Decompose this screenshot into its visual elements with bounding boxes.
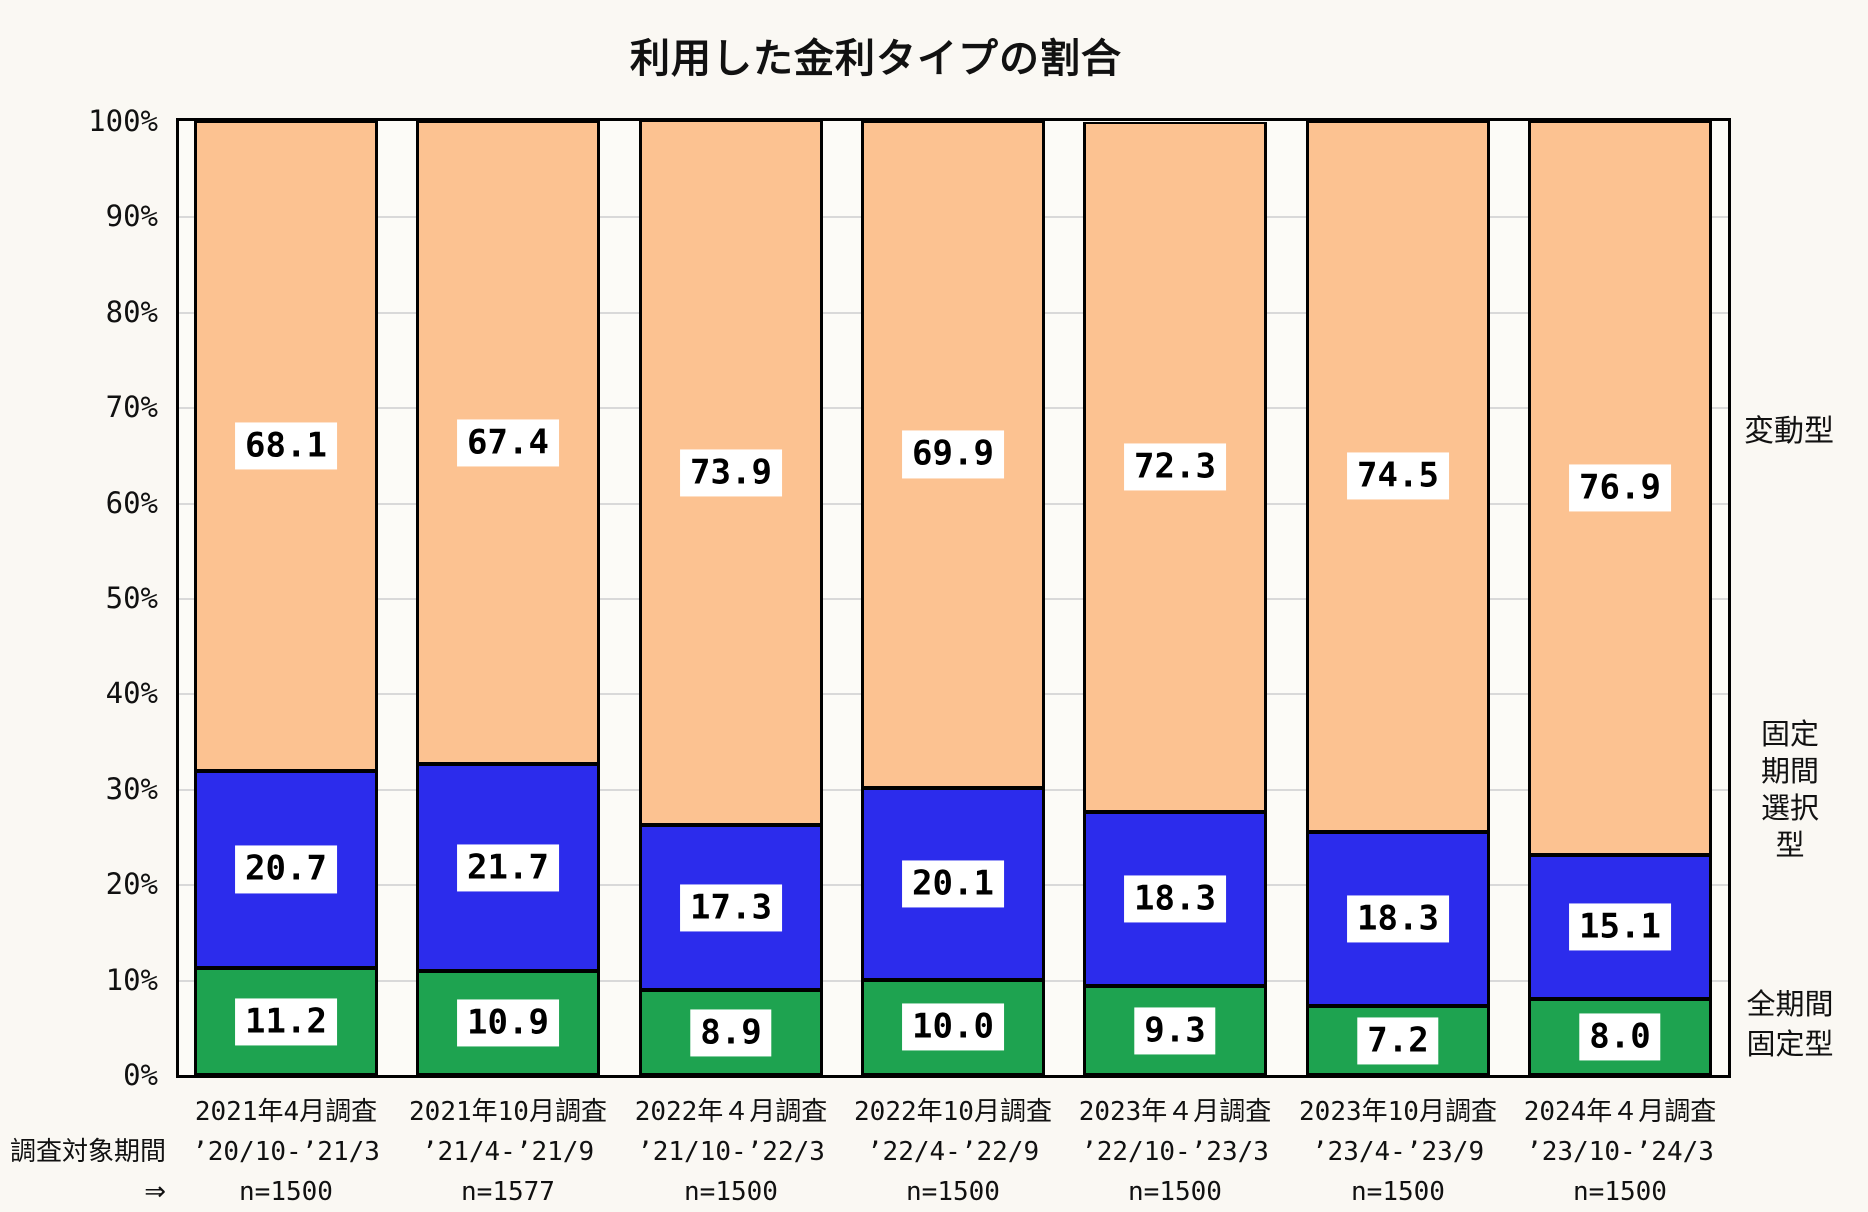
bar-segment-全期間固定型: 9.3 [1083, 986, 1267, 1075]
value-label: 10.9 [457, 999, 559, 1047]
value-label: 7.2 [1357, 1017, 1439, 1065]
value-label: 17.3 [680, 884, 782, 932]
bar-segment-全期間固定型: 10.9 [416, 971, 600, 1075]
value-label: 72.3 [1124, 443, 1226, 491]
bar-group: 10.0 20.1 69.9 [861, 121, 1045, 1075]
bar-segment-変動型: 69.9 [861, 121, 1045, 788]
y-axis-tick-label: 100% [88, 104, 158, 138]
y-axis-tick-label: 10% [105, 963, 158, 997]
value-label: 73.9 [680, 449, 782, 497]
y-axis-tick-label: 0% [123, 1058, 158, 1092]
value-label: 8.0 [1579, 1013, 1661, 1061]
bar-segment-変動型: 68.1 [194, 121, 378, 771]
value-label: 15.1 [1569, 903, 1671, 951]
value-label: 18.3 [1124, 875, 1226, 923]
bar-segment-固定期間選択型: 20.7 [194, 770, 378, 969]
x-axis-category-label: 2022年４月調査 ’21/10-’22/3 n=1500 [634, 1097, 828, 1207]
bar-group: 9.3 18.3 72.3 [1083, 121, 1267, 1075]
x-axis-category-label: 2021年4月調査 ’20/10-’21/3 n=1500 [192, 1097, 380, 1207]
plot-area: 11.2 20.7 68.1 10.9 21.7 67.4 8.9 17.3 73.9 10.0 2… [176, 118, 1731, 1078]
bar-segment-固定期間選択型: 20.1 [861, 787, 1045, 980]
value-label: 11.2 [235, 998, 337, 1046]
bar-segment-全期間固定型: 10.0 [861, 979, 1045, 1075]
y-axis-tick-label: 20% [105, 867, 158, 901]
value-label: 67.4 [457, 418, 559, 467]
bar-group: 8.9 17.3 73.9 [639, 120, 823, 1075]
bar-group: 8.0 15.1 76.9 [1528, 121, 1712, 1075]
survey-period-prefix-label: 調査対象期間⇒ [9, 1137, 166, 1207]
value-label: 10.0 [902, 1003, 1004, 1051]
bar-segment-固定期間選択型: 18.3 [1083, 811, 1267, 987]
bar-segment-固定期間選択型: 17.3 [639, 825, 823, 991]
bar-segment-固定期間選択型: 18.3 [1306, 831, 1490, 1007]
bar-segment-変動型: 72.3 [1083, 121, 1267, 812]
bar-group: 11.2 20.7 68.1 [194, 121, 378, 1075]
y-axis-tick-label: 80% [105, 295, 158, 329]
value-label: 9.3 [1134, 1007, 1216, 1055]
x-axis-category-label: 2023年４月調査 ’22/10-’23/3 n=1500 [1078, 1097, 1272, 1207]
value-label: 18.3 [1347, 895, 1449, 943]
bar-segment-全期間固定型: 8.9 [639, 990, 823, 1075]
value-label: 20.1 [902, 860, 1004, 908]
value-label: 21.7 [457, 843, 559, 892]
series-label-fixed-period-selection: 固定 期間 選択 型 [1760, 717, 1819, 862]
bar-segment-変動型: 76.9 [1528, 121, 1712, 855]
value-label: 8.9 [690, 1009, 772, 1057]
y-axis-tick-label: 40% [105, 676, 158, 710]
bar-segment-全期間固定型: 7.2 [1306, 1006, 1490, 1075]
x-axis-category-label: 2021年10月調査 ’21/4-’21/9 n=1577 [409, 1097, 607, 1207]
bar-group: 10.9 21.7 67.4 [416, 121, 600, 1075]
chart-title: 利用した金利タイプの割合 [630, 36, 1122, 82]
series-label-full-period-fixed: 全期間 固定型 [1746, 987, 1834, 1061]
value-label: 76.9 [1569, 464, 1671, 512]
y-axis-tick-label: 60% [105, 486, 158, 520]
bar-segment-固定期間選択型: 21.7 [416, 764, 600, 972]
value-label: 69.9 [902, 430, 1004, 478]
bar-segment-変動型: 74.5 [1306, 121, 1490, 832]
bar-segment-変動型: 67.4 [416, 121, 600, 764]
y-axis-tick-label: 30% [105, 772, 158, 806]
bar-segment-全期間固定型: 11.2 [194, 968, 378, 1075]
value-label: 74.5 [1347, 452, 1449, 500]
bar-segment-固定期間選択型: 15.1 [1528, 854, 1712, 999]
value-label: 20.7 [235, 845, 337, 893]
bar-segment-変動型: 73.9 [639, 120, 823, 826]
series-label-variable: 変動型 [1744, 414, 1834, 449]
x-axis-category-label: 2023年10月調査 ’23/4-’23/9 n=1500 [1299, 1097, 1497, 1207]
y-axis-tick-label: 90% [105, 199, 158, 233]
value-label: 68.1 [235, 422, 337, 470]
bar-group: 7.2 18.3 74.5 [1306, 121, 1490, 1075]
x-axis-category-label: 2024年４月調査 ’23/10-’24/3 n=1500 [1523, 1097, 1717, 1207]
x-axis-category-label: 2022年10月調査 ’22/4-’22/9 n=1500 [854, 1097, 1052, 1207]
bar-segment-全期間固定型: 8.0 [1528, 998, 1712, 1075]
y-axis-tick-label: 70% [105, 390, 158, 424]
y-axis-tick-label: 50% [105, 581, 158, 615]
